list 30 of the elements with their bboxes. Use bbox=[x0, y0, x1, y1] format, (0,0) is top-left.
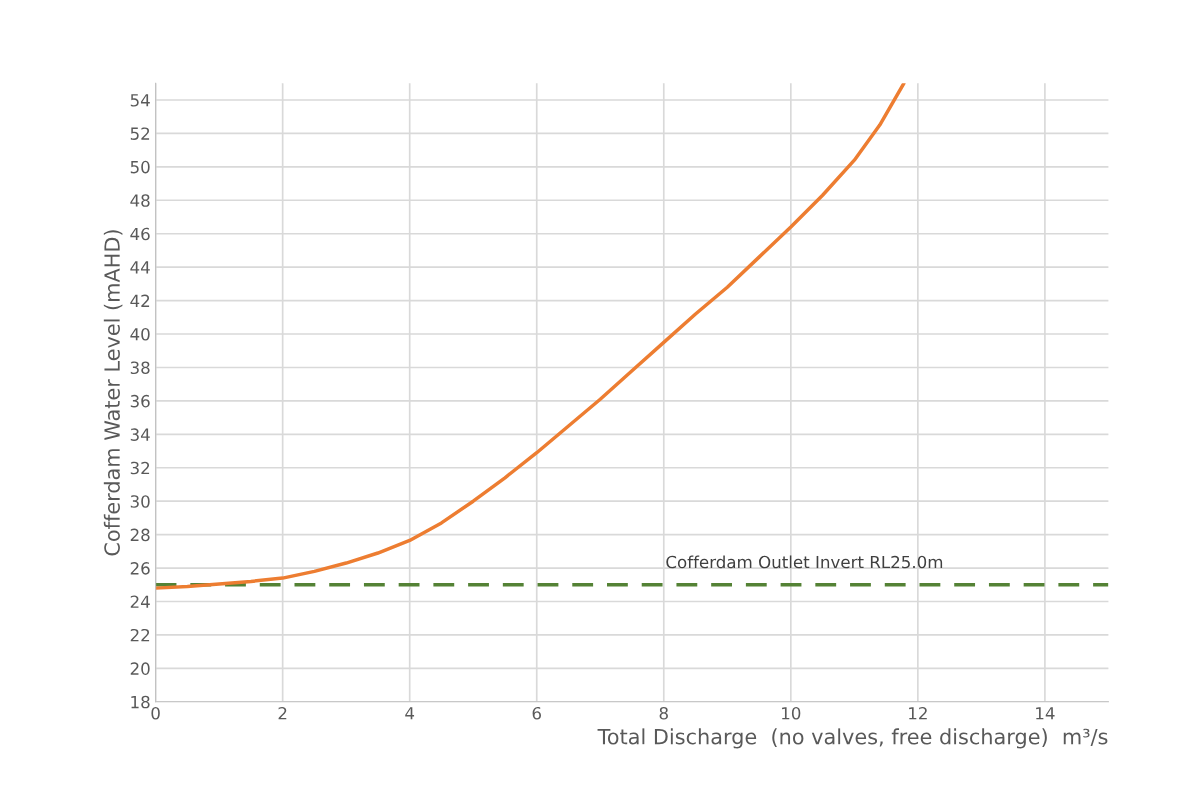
y-tick-label: 28 bbox=[130, 528, 150, 542]
y-tick-label: 48 bbox=[130, 194, 150, 207]
y-tick-label: 40 bbox=[130, 327, 150, 341]
y-tick-label: 18 bbox=[131, 695, 150, 709]
x-tick-label: 10 bbox=[782, 706, 801, 720]
y-tick-label: 20 bbox=[130, 662, 150, 675]
y-tick-label: 34 bbox=[130, 428, 150, 441]
y-tick-label: 26 bbox=[130, 562, 150, 575]
x-tick-label: 12 bbox=[909, 706, 927, 720]
y-tick-label: 46 bbox=[130, 227, 150, 241]
x-axis-title: Total Discharge (no valves, free discharge) m³/s bbox=[597, 728, 1108, 749]
x-tick-label: 0 bbox=[151, 706, 160, 720]
x-tick-label: 14 bbox=[1036, 707, 1055, 720]
y-tick-label: 36 bbox=[130, 394, 150, 408]
y-tick-label: 54 bbox=[130, 94, 150, 107]
x-tick-label: 4 bbox=[405, 707, 415, 720]
y-tick-label: 32 bbox=[130, 461, 150, 475]
y-tick-label: 38 bbox=[130, 361, 150, 375]
x-tick-label: 8 bbox=[659, 706, 668, 720]
y-tick-label: 50 bbox=[130, 160, 150, 174]
x-tick-label: 6 bbox=[532, 706, 541, 720]
y-tick-label: 30 bbox=[130, 495, 150, 508]
y-tick-label: 22 bbox=[130, 628, 150, 642]
x-tick-label: 2 bbox=[278, 706, 287, 720]
y-tick-label: 42 bbox=[130, 294, 150, 307]
y-tick-label: 24 bbox=[130, 595, 150, 608]
y-tick-label: 44 bbox=[130, 261, 150, 274]
ref-line-label: Cofferdam Outlet Invert RL25.0m bbox=[666, 555, 943, 569]
y-tick-label: 52 bbox=[130, 127, 150, 140]
y-axis-title: Cofferdam Water Level (mAHD) bbox=[103, 230, 123, 556]
